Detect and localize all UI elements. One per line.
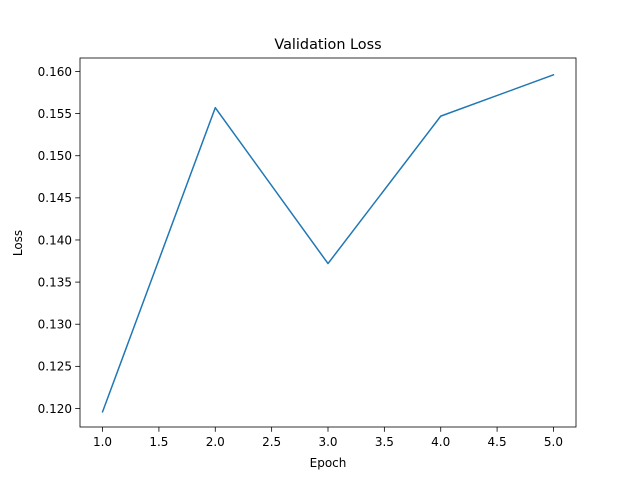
plot-frame — [79, 57, 577, 428]
series-line — [101, 73, 555, 413]
x-tick-label: 2.0 — [206, 435, 225, 449]
y-tick-label: 0.130 — [38, 318, 72, 332]
y-tick-label: 0.120 — [38, 402, 72, 416]
x-axis: 1.0 1.5 2.0 2.5 3.0 3.5 4.0 4.5 5.0 — [93, 427, 563, 449]
x-tick-label: 3.0 — [318, 435, 337, 449]
y-axis-label: Loss — [11, 230, 25, 256]
y-tick-label: 0.125 — [38, 360, 72, 374]
x-tick-label: 2.5 — [262, 435, 281, 449]
y-tick-label: 0.140 — [38, 233, 72, 247]
x-tick-label: 1.5 — [149, 435, 168, 449]
x-tick-label: 5.0 — [544, 435, 563, 449]
y-tick-label: 0.160 — [38, 65, 72, 79]
x-tick-label: 3.5 — [375, 435, 394, 449]
y-axis: 0.120 0.125 0.130 0.135 0.140 0.145 0.150 0.155… — [38, 65, 80, 416]
y-tick-label: 0.155 — [38, 107, 72, 121]
x-tick-label: 4.0 — [431, 435, 450, 449]
x-tick-label: 4.5 — [488, 435, 507, 449]
y-tick-label: 0.135 — [38, 275, 72, 289]
x-axis-label: Epoch — [310, 456, 347, 470]
series-group — [101, 73, 555, 413]
chart-title: Validation Loss — [274, 37, 381, 53]
y-tick-label: 0.145 — [38, 191, 72, 205]
x-tick-label: 1.0 — [93, 435, 112, 449]
y-tick-label: 0.150 — [38, 149, 72, 163]
